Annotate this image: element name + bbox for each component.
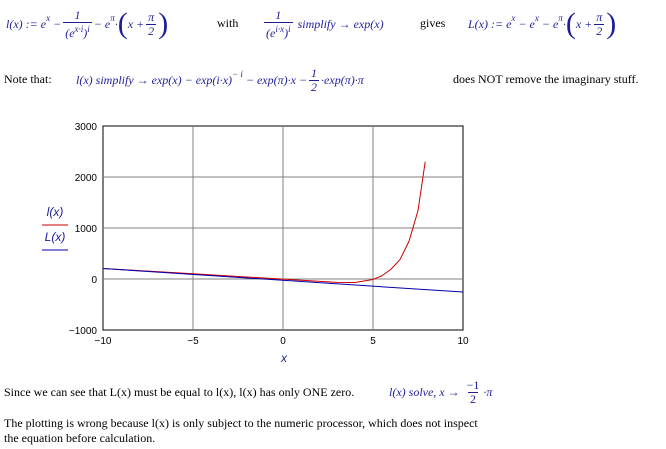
e-pi: e <box>104 16 111 31</box>
y-tick-label: 3000 <box>75 122 98 133</box>
numerator: π <box>596 9 603 24</box>
den-e: e <box>270 25 276 40</box>
expr-lhs: l(x) simplify <box>76 72 134 87</box>
denominator: 2 <box>468 391 479 406</box>
den-i: i <box>288 23 291 34</box>
fraction-pi-2: π 2 <box>146 9 157 38</box>
exp: π <box>558 13 563 23</box>
l-def-lhs: l(x) := <box>6 16 38 31</box>
simplify-note-expression[interactable]: l(x) simplify → exp(x) − exp(i·x) − i − e… <box>76 62 364 98</box>
simplify-expression[interactable]: 1 (ei·x)i simplify → exp(x) <box>262 6 384 42</box>
x-tick-label: −10 <box>95 336 112 347</box>
pi-exp: π <box>110 13 115 23</box>
arrow: → <box>447 384 460 399</box>
numerator: 1 <box>275 7 282 22</box>
solve-lhs: l(x) solve, x <box>389 384 445 399</box>
simplify-keyword: simplify <box>297 16 336 31</box>
exp: x <box>511 13 516 23</box>
solve-expression[interactable]: l(x) solve, x → −1 2 ·π <box>389 374 492 410</box>
note-label: Note that: <box>4 72 52 86</box>
expr-part: ·exp(π)·π <box>321 72 364 87</box>
fraction-1-over-exi: 1 (ex·i)i <box>63 7 92 40</box>
denominator: (ex·i)i <box>63 21 92 40</box>
paren-open: ( <box>565 7 576 40</box>
e: e <box>529 16 535 31</box>
den-exp: i·x <box>275 23 285 34</box>
explanation-line-2: the equation before calculation. <box>4 431 156 445</box>
x-tick-label: 10 <box>457 336 469 347</box>
denominator: (ei·x)i <box>264 21 293 40</box>
minus: − <box>53 16 62 31</box>
pi-factor: ·π <box>483 384 493 399</box>
plot[interactable]: −10 −5 0 5 10 3000 2000 1000 0 −1000 l(x) L(x) x <box>0 110 480 370</box>
explanation-line-1: The plotting is wrong because l(x) is on… <box>4 416 478 430</box>
y-tick-label: 1000 <box>75 224 98 235</box>
exp: x <box>534 13 539 23</box>
denominator: 2 <box>309 79 320 94</box>
den-exp: x·i <box>74 23 84 34</box>
plot-lines <box>102 161 464 293</box>
with-label: with <box>217 16 239 30</box>
x-tick-label: 0 <box>280 336 286 347</box>
x-tick-label: −5 <box>187 336 199 347</box>
e: e <box>506 16 512 31</box>
y-tick-label: −1000 <box>69 326 98 337</box>
denominator: 2 <box>146 23 157 38</box>
fraction-pi-2: π 2 <box>594 9 605 38</box>
plot-grid <box>102 125 464 331</box>
fraction-neg1-2: −1 2 <box>465 377 482 406</box>
numerator: 1 <box>74 7 81 22</box>
y-tick-label: 0 <box>91 275 97 286</box>
neg-i-exp: − i <box>232 69 243 79</box>
den-e: e <box>69 25 75 40</box>
x-tick-label: 5 <box>370 336 376 347</box>
numerator: 1 <box>311 65 318 80</box>
x-plus: x + <box>575 16 593 31</box>
expr-part: exp(x) − exp(i·x) <box>151 72 233 87</box>
minus: − <box>541 16 550 31</box>
numerator: π <box>148 9 155 24</box>
gives-label: gives <box>420 16 446 30</box>
l-e: e <box>40 16 47 31</box>
x-plus: x + <box>127 16 145 31</box>
fraction-1-2: 1 2 <box>309 65 320 94</box>
y-label-bottom: L(x) <box>45 230 66 244</box>
den-i: i <box>87 23 90 34</box>
paren-close: ) <box>158 7 169 40</box>
series-line-1 <box>102 267 464 293</box>
numerator: −1 <box>466 377 480 392</box>
l-exp: x <box>46 13 51 23</box>
L-def-lhs: L(x) := <box>468 16 504 31</box>
y-tick-label: 2000 <box>75 173 98 184</box>
minus: − <box>518 16 527 31</box>
result-expx: exp(x) <box>353 16 384 31</box>
minus: − <box>93 16 102 31</box>
y-label-top: l(x) <box>47 205 64 219</box>
e: e <box>552 16 559 31</box>
denominator: 2 <box>594 23 605 38</box>
paren-close: ) <box>606 7 617 40</box>
plot-ticks: −10 −5 0 5 10 3000 2000 1000 0 −1000 <box>69 122 469 347</box>
expr-part: − exp(π)·x − <box>245 72 308 87</box>
series-line-0 <box>102 161 426 284</box>
arrow: → <box>136 72 149 87</box>
paren-open: ( <box>117 7 128 40</box>
fraction-1-over-eix: 1 (ei·x)i <box>264 7 293 40</box>
arrow: → <box>338 16 351 31</box>
conclusion-text: Since we can see that L(x) must be equal… <box>4 385 355 399</box>
x-axis-label: x <box>280 351 288 365</box>
note-comment: does NOT remove the imaginary stuff. <box>453 72 639 86</box>
